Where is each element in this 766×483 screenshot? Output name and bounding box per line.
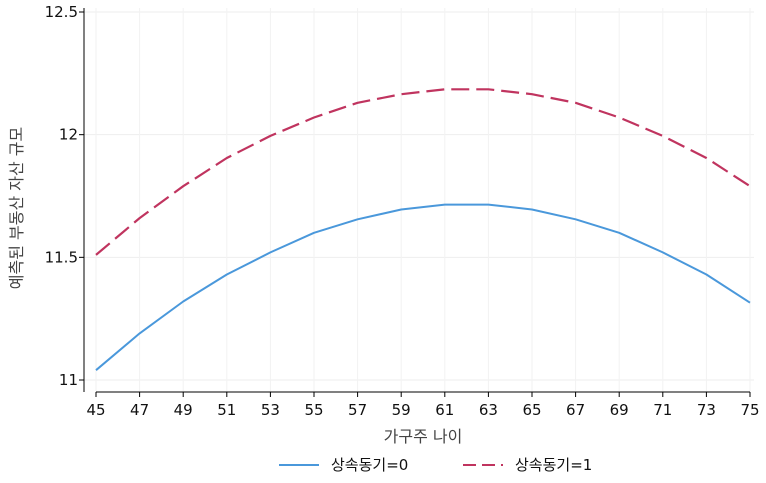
x-tick-label: 75 bbox=[740, 401, 759, 419]
x-tick-label: 63 bbox=[479, 401, 498, 419]
x-tick-label: 49 bbox=[174, 401, 193, 419]
legend: 상속동기=0 상속동기=1 bbox=[279, 456, 592, 474]
x-tick-label: 45 bbox=[86, 401, 105, 419]
x-tick-label: 65 bbox=[522, 401, 541, 419]
y-tick-label: 11 bbox=[59, 371, 78, 389]
y-tick-label: 12 bbox=[59, 126, 78, 144]
axes bbox=[83, 8, 750, 393]
x-tick-label: 51 bbox=[217, 401, 236, 419]
y-axis-title: 예측된 부동산 자산 규모 bbox=[7, 127, 26, 289]
x-tick-label: 61 bbox=[435, 401, 454, 419]
x-tick-label: 47 bbox=[130, 401, 149, 419]
y-axis-ticks: 11 11.5 12 12.5 bbox=[45, 3, 84, 389]
y-tick-label: 11.5 bbox=[45, 248, 78, 266]
series-line-1 bbox=[95, 88, 751, 256]
series-line-0 bbox=[95, 203, 751, 371]
x-tick-label: 53 bbox=[261, 401, 280, 419]
x-axis-ticks: 45 47 49 51 53 55 57 59 61 63 65 67 69 71 73 75 bbox=[86, 392, 760, 419]
series-lines bbox=[95, 88, 751, 371]
x-tick-label: 73 bbox=[697, 401, 716, 419]
x-tick-label: 69 bbox=[610, 401, 629, 419]
y-tick-label: 12.5 bbox=[45, 3, 78, 21]
x-tick-label: 57 bbox=[348, 401, 367, 419]
x-tick-label: 59 bbox=[392, 401, 411, 419]
legend-label-0: 상속동기=0 bbox=[331, 456, 408, 474]
x-axis-title: 가구주 나이 bbox=[384, 427, 463, 446]
x-tick-label: 55 bbox=[304, 401, 323, 419]
legend-label-1: 상속동기=1 bbox=[515, 456, 592, 474]
x-tick-label: 67 bbox=[566, 401, 585, 419]
x-tick-label: 71 bbox=[653, 401, 672, 419]
gridlines bbox=[84, 8, 754, 392]
